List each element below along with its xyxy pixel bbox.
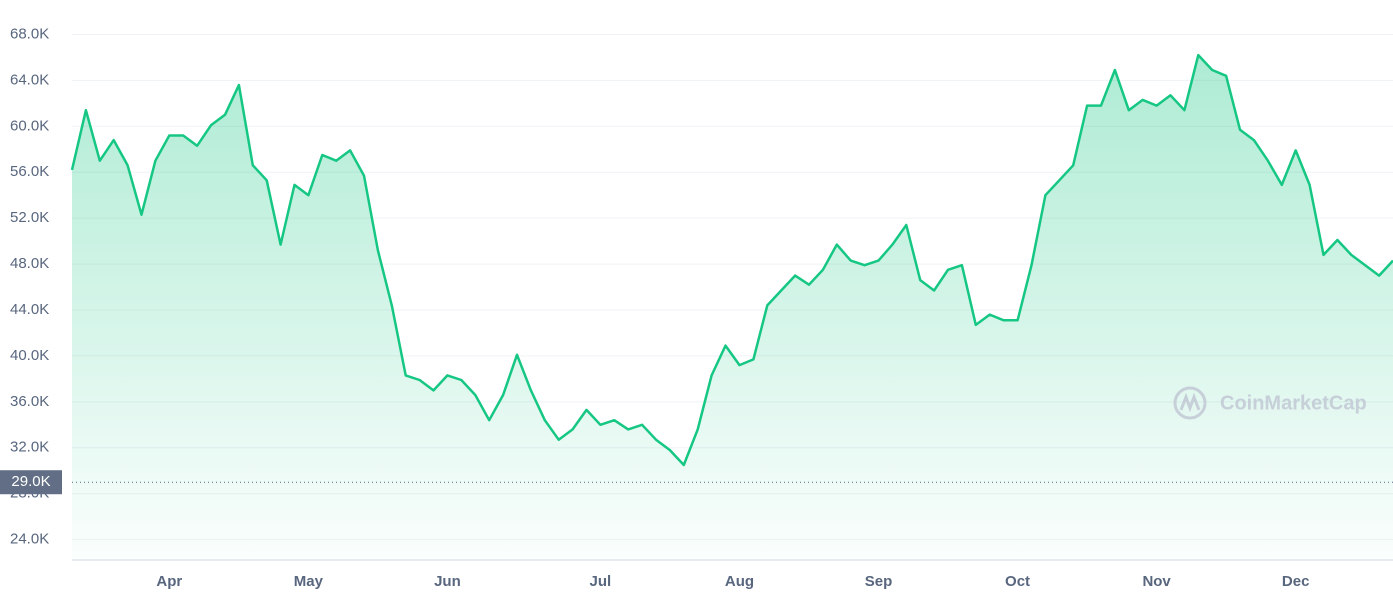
watermark-logo (1179, 392, 1201, 413)
y-tick-label: 60.0K (10, 117, 49, 134)
x-tick-label: Nov (1142, 573, 1171, 590)
y-tick-label: 32.0K (10, 439, 49, 456)
watermark: CoinMarketCap (1173, 386, 1367, 420)
y-tick-label: 24.0K (10, 531, 49, 548)
marker-box (0, 470, 62, 495)
x-tick-label: May (294, 573, 324, 590)
x-tick-label: Jun (434, 573, 461, 590)
x-tick-label: Aug (725, 573, 754, 590)
plot (70, 53, 1393, 558)
y-tick-label: 36.0K (10, 393, 49, 410)
marker-label: 29.0K (11, 473, 50, 490)
ticks: 24.0K28.0K32.0K36.0K40.0K44.0K48.0K52.0K… (0, 25, 1393, 590)
watermark-text: CoinMarketCap (1220, 392, 1367, 414)
x-tick-label: Sep (865, 573, 893, 590)
y-tick-label: 48.0K (10, 255, 49, 272)
x-tick-label: Apr (156, 573, 182, 590)
x-tick-label: Jul (590, 573, 612, 590)
y-tick-label: 56.0K (10, 163, 49, 180)
y-tick-label: 64.0K (10, 71, 49, 88)
x-tick-label: Dec (1282, 573, 1310, 590)
watermark-logo (1173, 386, 1207, 420)
y-tick-label: 68.0K (10, 25, 49, 42)
price-line (70, 53, 1393, 467)
area (72, 55, 1393, 558)
y-tick-label: 52.0K (10, 209, 49, 226)
x-tick-label: Oct (1005, 573, 1030, 590)
y-tick-label: 44.0K (10, 301, 49, 318)
y-tick-label: 40.0K (10, 347, 49, 364)
